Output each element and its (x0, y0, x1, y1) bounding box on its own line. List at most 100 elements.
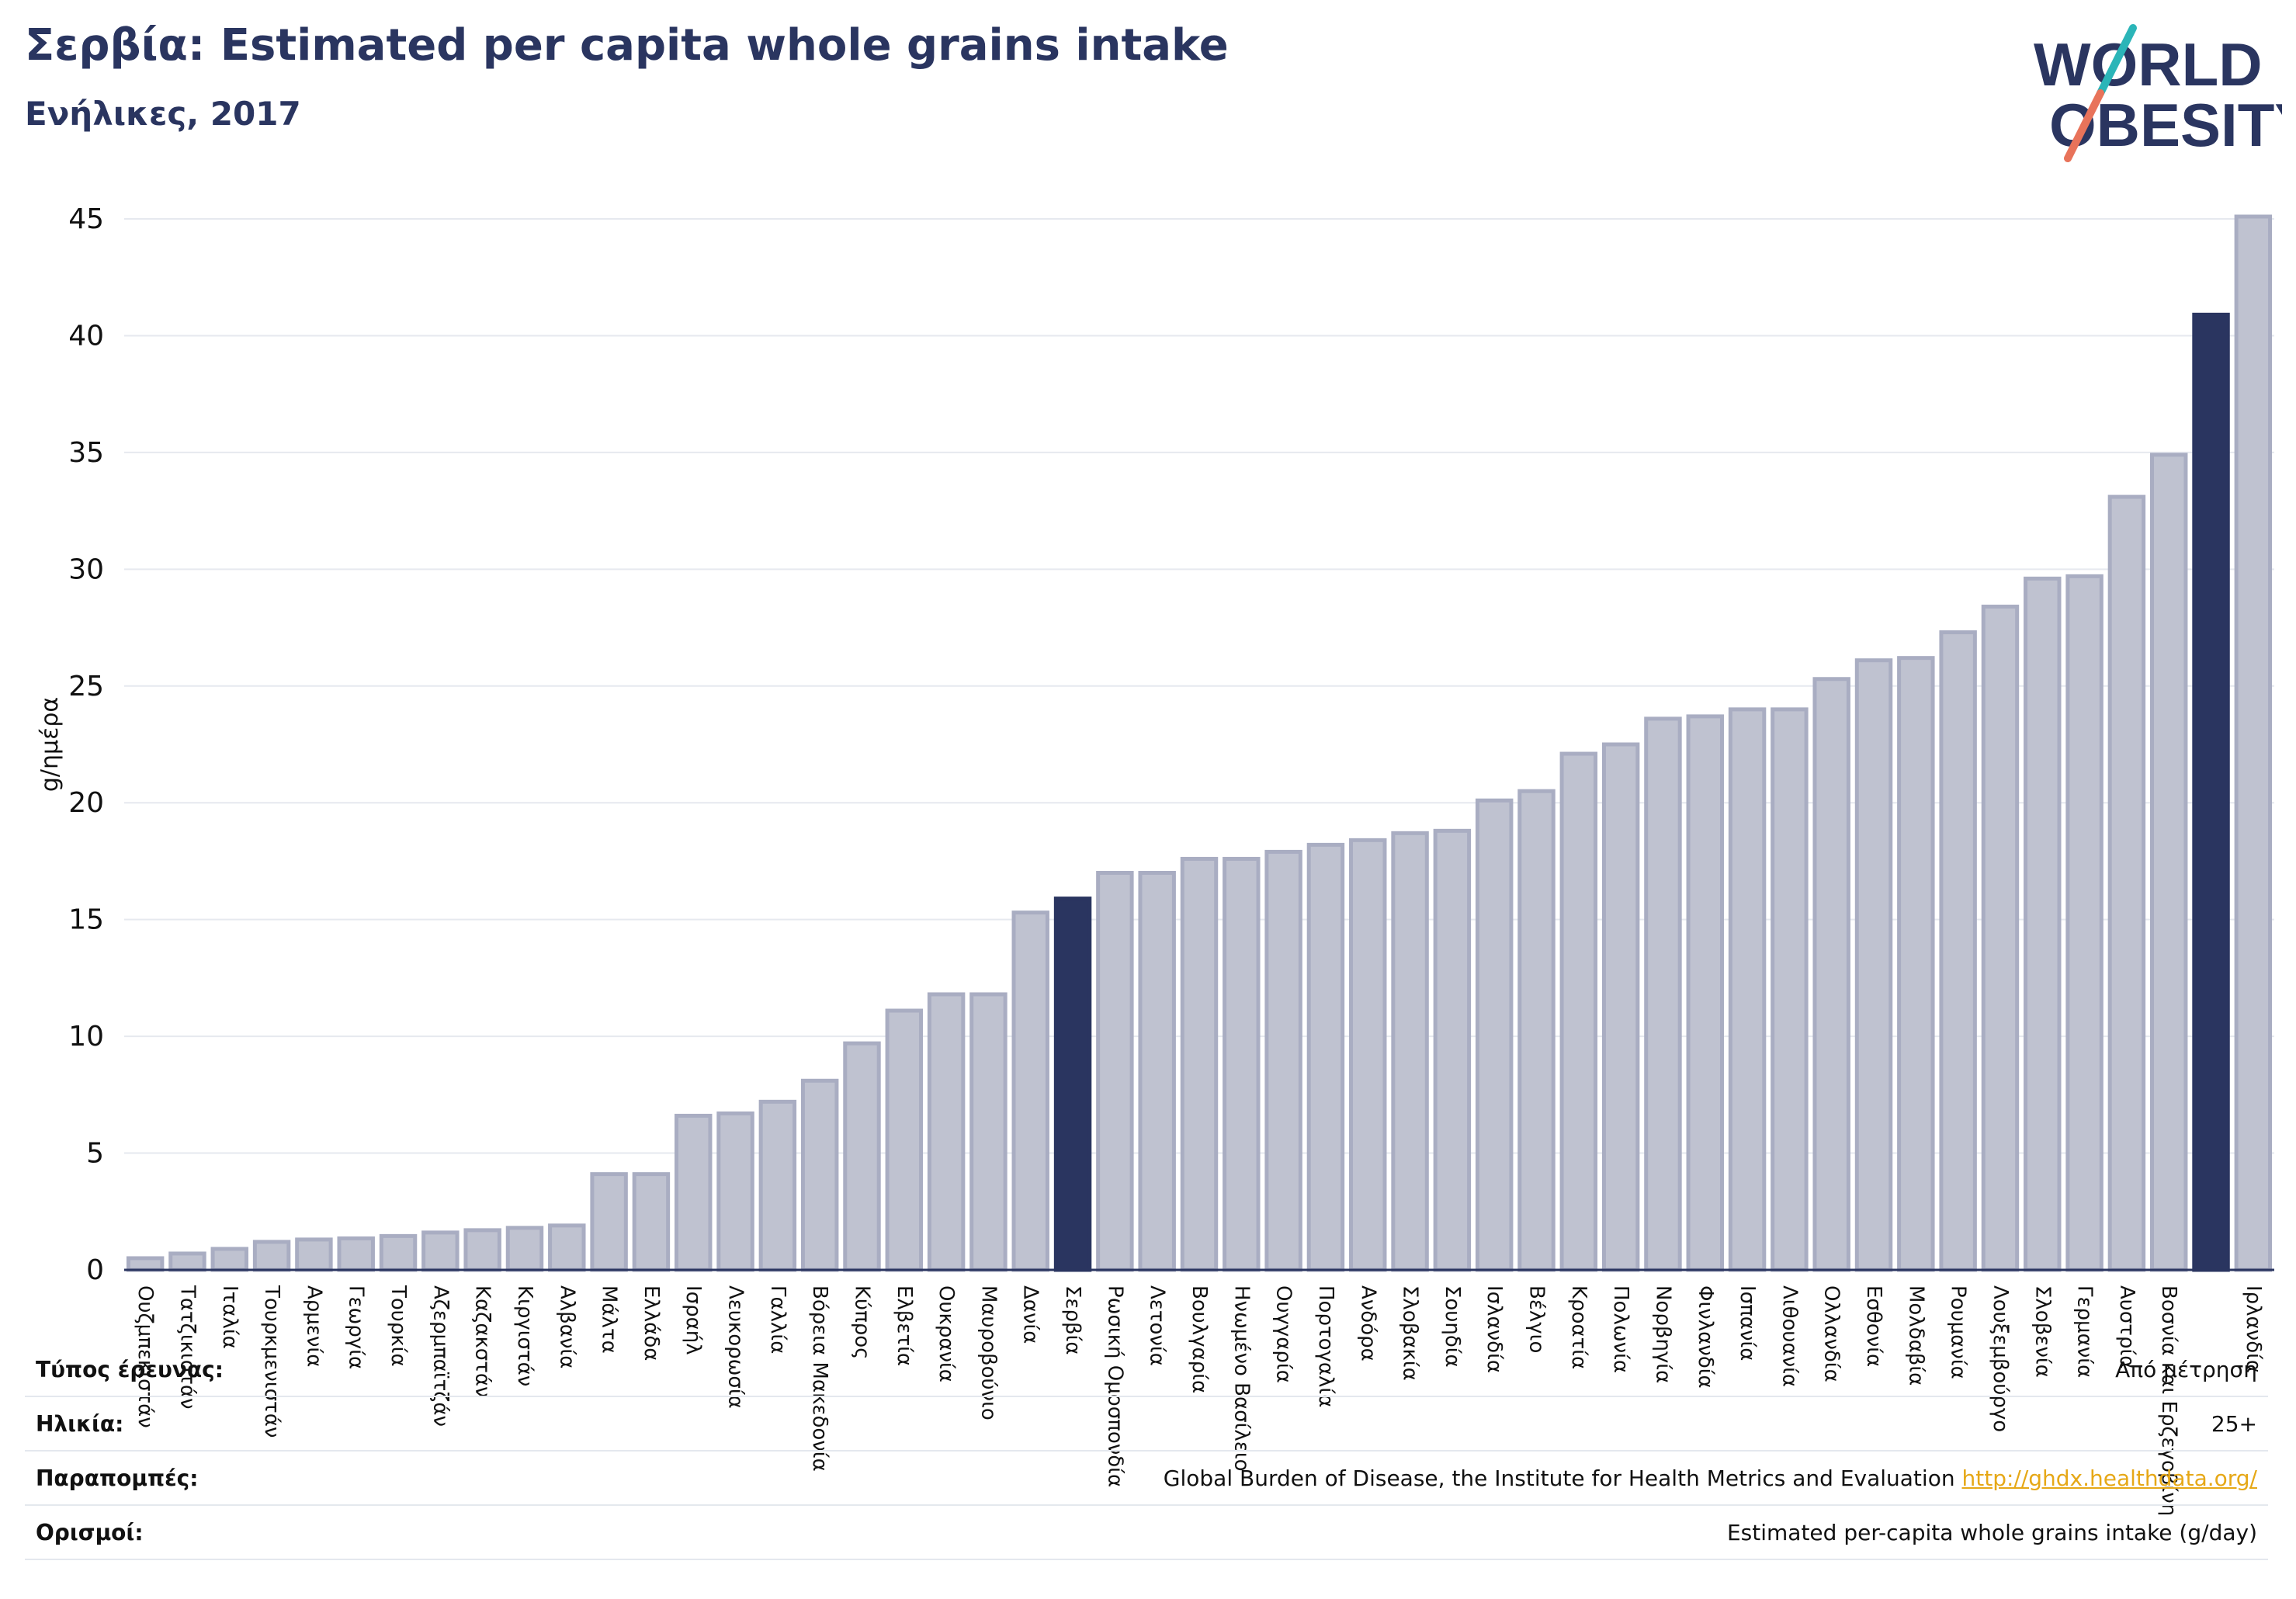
x-tick-label: Σλοβενία (2031, 1285, 2054, 1378)
bar (1601, 742, 1640, 1272)
chart-subtitle: Ενήλικες, 2017 (25, 95, 301, 133)
bar (1475, 798, 1514, 1272)
bar (210, 1247, 249, 1272)
x-tick-label: Βοσνία και Ερζεγοβίνη (2157, 1285, 2180, 1516)
bar (421, 1230, 460, 1272)
bar (252, 1240, 291, 1272)
bar (1306, 842, 1345, 1272)
x-tick-label: Βόρεια Μακεδονία (808, 1285, 831, 1472)
x-tick-label: Ανδόρα (1356, 1285, 1379, 1361)
references-label: Παραπομπές: (36, 1465, 199, 1491)
x-tick-label: Ισλανδία (1483, 1285, 1506, 1373)
footer-row-survey-type: Τύπος έρευνας: Από μέτρηση (25, 1341, 2268, 1397)
y-axis-label: g/ημέρα (36, 697, 64, 792)
bar (885, 1008, 924, 1272)
x-tick-label: Κροατία (1567, 1285, 1590, 1369)
bar (843, 1041, 881, 1272)
x-tick-label: Σερβία (1061, 1285, 1084, 1355)
y-tick-label: 0 (86, 1254, 104, 1286)
x-tick-label: Σουηδία (1441, 1285, 1464, 1368)
bar (295, 1237, 333, 1272)
x-tick-label: Τουρκία (387, 1285, 410, 1367)
x-tick-label: Λευκορωσία (724, 1285, 747, 1409)
definitions-label: Ορισμοί: (36, 1520, 144, 1545)
bar (969, 992, 1008, 1272)
bar (1686, 714, 1724, 1272)
x-tick-label: Καζακστάν (471, 1285, 494, 1398)
bar (379, 1233, 418, 1272)
bar-highlight (2192, 312, 2230, 1272)
bar (463, 1228, 501, 1272)
definitions-value: Estimated per-capita whole grains intake… (1726, 1520, 2257, 1545)
x-tick-label: Γερμανία (2073, 1285, 2097, 1378)
bar (2149, 453, 2188, 1272)
x-tick-label: Δανία (1019, 1285, 1042, 1344)
bar (505, 1226, 544, 1272)
y-tick-label: 35 (68, 437, 104, 469)
bar (1349, 838, 1387, 1272)
x-tick-label: Ουγγαρία (1272, 1285, 1295, 1383)
x-tick-label: Βουλγαρία (1188, 1285, 1211, 1393)
bar (548, 1223, 586, 1272)
bar (675, 1113, 713, 1272)
x-tick-label: Λουξεμβούργο (1989, 1285, 2012, 1432)
bar (1223, 856, 1261, 1272)
x-tick-label: Ισραήλ (682, 1285, 705, 1355)
x-tick-label: Ελβετία (893, 1285, 916, 1366)
age-value: 25+ (2211, 1411, 2257, 1437)
survey-type-label: Τύπος έρευνας: (36, 1357, 224, 1382)
bar (1728, 707, 1767, 1272)
bar (1939, 630, 1977, 1272)
y-tick-label: 10 (68, 1021, 104, 1053)
x-tick-label: Ρωσική Ομοσπονδία (1103, 1285, 1126, 1487)
bar (2107, 494, 2146, 1272)
bar (2024, 576, 2062, 1272)
bar (126, 1256, 165, 1272)
x-tick-label: Ουκρανία (935, 1285, 958, 1382)
x-tick-label: Μάλτα (598, 1285, 621, 1354)
references-link[interactable]: http://ghdx.healthdata.org/ (1961, 1465, 2257, 1491)
x-tick-label: Αρμενία (302, 1285, 325, 1367)
x-tick-label: Αζερμπαϊτζάν (428, 1285, 452, 1427)
x-tick-label: Τατζικιστάν (175, 1285, 199, 1410)
y-tick-label: 15 (68, 904, 104, 936)
x-tick-label: Πορτογαλία (1314, 1285, 1337, 1407)
x-tick-label: Ολλανδία (1820, 1285, 1843, 1382)
bar (590, 1172, 628, 1272)
bar (2065, 574, 2104, 1272)
x-tick-label: Πολωνία (1609, 1285, 1632, 1373)
bar-highlight (1053, 897, 1092, 1272)
bar (168, 1251, 206, 1272)
bar (1771, 707, 1809, 1272)
bar (2234, 214, 2273, 1272)
age-label: Ηλικία: (36, 1411, 124, 1437)
bar (1854, 658, 1893, 1272)
bar (716, 1111, 754, 1272)
x-tick-label: Μολδαβία (1904, 1285, 1927, 1386)
x-tick-label: Ισπανία (1736, 1285, 1759, 1361)
bar (1559, 751, 1598, 1272)
y-tick-label: 45 (68, 203, 104, 235)
x-tick-label: Γεωργία (345, 1285, 368, 1369)
footer-row-references: Παραπομπές: Global Burden of Disease, th… (25, 1450, 2268, 1506)
x-tick-label: Αυστρία (2115, 1285, 2138, 1368)
y-tick-label: 5 (86, 1138, 104, 1170)
x-tick-label: Νορβηγία (1651, 1285, 1674, 1383)
x-tick-label: Γαλλία (766, 1285, 789, 1354)
logo-slash-top (2097, 24, 2137, 97)
y-tick-label: 30 (68, 553, 104, 585)
x-tick-label: Μαυροβούνιο (976, 1285, 1000, 1420)
bar (1897, 656, 1935, 1272)
x-tick-label: Τουρκμενιστάν (260, 1285, 283, 1438)
x-tick-label: Αλβανία (555, 1285, 578, 1368)
logo-line1: WORLD (2034, 30, 2263, 99)
x-tick-label: Ουζμπεκιστάν (134, 1285, 157, 1428)
x-tick-label: Σλοβακία (1399, 1285, 1422, 1381)
bar (927, 992, 966, 1272)
bar (1812, 677, 1850, 1272)
bar (1011, 910, 1049, 1272)
bar (1517, 789, 1556, 1272)
x-tick-label: Ιταλία (218, 1285, 241, 1349)
bar (1138, 870, 1176, 1272)
